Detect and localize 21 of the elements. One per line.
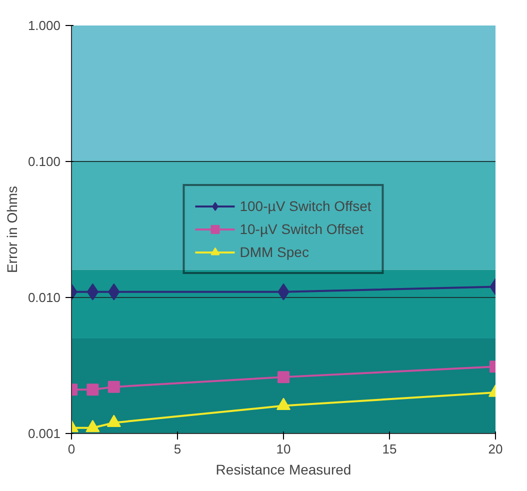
x-tick-label: 20: [488, 442, 503, 456]
point: [86, 384, 99, 396]
y-tick-label: 1.000: [28, 18, 61, 33]
point: [86, 420, 100, 432]
y-tick-label: 0.001: [28, 426, 61, 441]
x-tick-label: 10: [276, 442, 291, 456]
point: [106, 414, 121, 427]
point: [108, 380, 120, 393]
x-tick-label: 0: [68, 442, 76, 456]
legend-label: 10-µV Switch Offset: [240, 221, 364, 237]
point: [276, 398, 290, 410]
y-axis-title: Error in Ohms: [4, 186, 20, 274]
point: [86, 283, 99, 300]
legend-label: DMM Spec: [240, 244, 309, 260]
x-tick-label: 5: [174, 442, 182, 456]
y-tick-label: 0.010: [28, 290, 61, 305]
y-tick-label: 0.100: [28, 154, 61, 169]
x-tick-label: 15: [382, 442, 397, 456]
x-axis-title: Resistance Measured: [216, 462, 352, 478]
legend-label: 100-µV Switch Offset: [240, 198, 372, 214]
point: [278, 371, 290, 384]
